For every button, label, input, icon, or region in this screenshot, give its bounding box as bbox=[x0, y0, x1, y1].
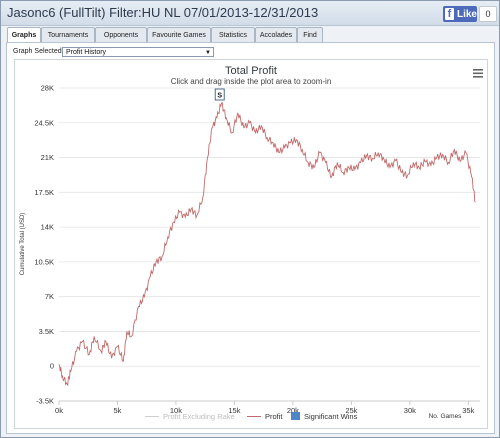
y-tick-label: 17.5K bbox=[34, 188, 54, 197]
facebook-icon: f bbox=[445, 8, 454, 20]
graphs-panel: Graph Selected: Profit History ▼ Total P… bbox=[6, 42, 495, 434]
y-tick-label: 3.5K bbox=[39, 327, 54, 336]
facebook-like-button[interactable]: f Like bbox=[443, 6, 477, 22]
tab-opponents[interactable]: Opponents bbox=[95, 27, 147, 43]
chart-title: Total Profit bbox=[225, 65, 277, 77]
x-tick-label: 10k bbox=[170, 406, 182, 415]
graph-selected-label: Graph Selected: bbox=[13, 48, 64, 55]
significant-win-flag[interactable]: S bbox=[214, 88, 225, 101]
x-tick-label: 30k bbox=[404, 406, 416, 415]
y-tick-label: 14K bbox=[41, 223, 54, 232]
y-tick-label: 28K bbox=[41, 84, 54, 93]
x-tick-label: 35k bbox=[462, 406, 474, 415]
y-grid bbox=[59, 87, 480, 402]
y-tick-label: 0 bbox=[50, 362, 54, 371]
legend-excl-rake-label: Profit Excluding Rake bbox=[163, 412, 235, 421]
y-axis-ticks: -3.5K 0 3.5K 7K 10.5K 14K 17.5K 21K 24.5K 28K bbox=[34, 84, 54, 406]
y-tick-label: 10.5K bbox=[34, 257, 54, 266]
x-axis-label: No. Games bbox=[429, 413, 463, 420]
flag-box bbox=[214, 88, 225, 101]
y-axis-label: Cumulative Total (USD) bbox=[20, 213, 26, 276]
x-axis-ticks: 0k 5k 10k 15k 20k 25k 30k 35k bbox=[55, 400, 480, 415]
chart-subtitle: Click and drag inside the plot area to z… bbox=[171, 77, 332, 86]
tab-accolades[interactable]: Accolades bbox=[255, 27, 297, 43]
graph-select-value: Profit History bbox=[66, 49, 107, 56]
x-tick-label: 15k bbox=[228, 406, 240, 415]
tab-favourite-games[interactable]: Favourite Games bbox=[147, 27, 211, 43]
legend-significant-label: Significant Wins bbox=[304, 412, 358, 421]
x-tick-label: 20k bbox=[287, 406, 299, 415]
y-tick-label: -3.5K bbox=[36, 397, 54, 406]
menu-icon[interactable] bbox=[473, 69, 483, 78]
y-tick-label: 21K bbox=[41, 153, 54, 162]
y-tick-label: 7K bbox=[45, 292, 54, 301]
tab-graphs[interactable]: Graphs bbox=[7, 27, 41, 44]
profit-series-line bbox=[58, 101, 476, 387]
tab-tournaments[interactable]: Tournaments bbox=[41, 27, 95, 43]
like-count: 0 bbox=[479, 6, 497, 22]
y-tick-label: 24.5K bbox=[34, 118, 54, 127]
title-bar: Jasonc6 (FullTilt) Filter:HU NL 07/01/20… bbox=[1, 1, 499, 26]
like-label: Like bbox=[456, 8, 477, 20]
tab-statistics[interactable]: Statistics bbox=[211, 27, 255, 43]
x-tick-label: 0k bbox=[55, 406, 63, 415]
legend-profit-label: Profit bbox=[265, 412, 283, 421]
x-tick-label: 25k bbox=[345, 406, 357, 415]
graph-select-dropdown[interactable]: Profit History ▼ bbox=[62, 47, 214, 57]
profit-chart[interactable]: Total Profit Click and drag inside the p… bbox=[15, 60, 487, 428]
x-tick-label: 5k bbox=[114, 406, 122, 415]
chart-legend: Profit Excluding Rake Profit Significant W… bbox=[145, 412, 358, 421]
chart-container[interactable]: Total Profit Click and drag inside the p… bbox=[14, 59, 488, 429]
legend-significant-swatch bbox=[291, 412, 300, 420]
window-title: Jasonc6 (FullTilt) Filter:HU NL 07/01/20… bbox=[7, 5, 319, 20]
dropdown-arrow-icon: ▼ bbox=[205, 50, 211, 56]
flag-label: S bbox=[217, 93, 222, 100]
tab-find[interactable]: Find bbox=[297, 27, 323, 43]
